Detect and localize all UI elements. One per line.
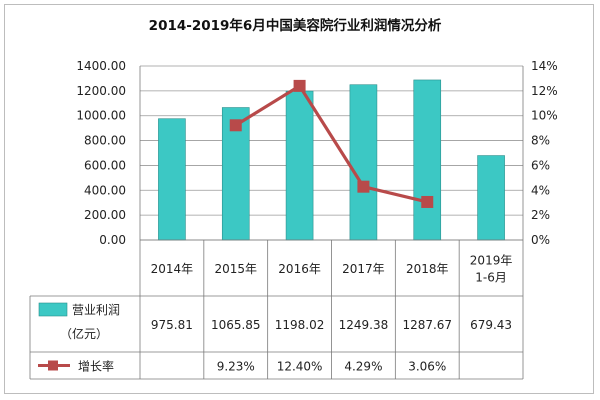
bar-value-label: 975.81 bbox=[151, 318, 193, 332]
category-label: 2015年 bbox=[214, 262, 257, 276]
grid bbox=[139, 65, 524, 241]
right-tick-label: 6% bbox=[531, 158, 550, 172]
growth-marker-4.29% bbox=[357, 180, 370, 193]
right-tick-label: 14% bbox=[531, 59, 558, 73]
growth-marker-9.23% bbox=[229, 119, 242, 132]
bar-value-label: 1249.38 bbox=[339, 318, 389, 332]
category-label: 2016年 bbox=[278, 262, 321, 276]
right-tick-label: 12% bbox=[531, 84, 558, 98]
growth-value-label: 12.40% bbox=[277, 360, 323, 374]
legend-bar-swatch bbox=[38, 302, 68, 317]
legend-bar-unit: （亿元） bbox=[60, 326, 108, 341]
bar-1198.02 bbox=[285, 90, 314, 241]
left-tick-label: 1400.00 bbox=[76, 59, 126, 73]
bar-1287.67 bbox=[413, 79, 442, 241]
right-tick-label: 2% bbox=[531, 208, 550, 222]
left-tick-label: 400.00 bbox=[84, 183, 126, 197]
category-label: 2014年 bbox=[151, 262, 194, 276]
growth-value-label: 9.23% bbox=[217, 360, 255, 374]
category-label: 1-6月 bbox=[475, 271, 507, 285]
growth-value-label: 3.06% bbox=[408, 360, 446, 374]
legend-line-marker bbox=[48, 360, 58, 371]
category-label: 2018年 bbox=[406, 262, 449, 276]
bar-value-label: 679.43 bbox=[470, 318, 512, 332]
right-tick-label: 4% bbox=[531, 183, 550, 197]
right-tick-label: 8% bbox=[531, 134, 550, 148]
right-tick-label: 0% bbox=[531, 233, 550, 247]
left-tick-label: 1000.00 bbox=[76, 109, 126, 123]
bar-value-label: 1198.02 bbox=[275, 318, 325, 332]
left-tick-label: 600.00 bbox=[84, 158, 126, 172]
bar-975.81 bbox=[158, 118, 186, 241]
left-axis-ticks: 0.00 200.00 400.00 600.00 800.00 1000.00 1200.… bbox=[76, 59, 126, 247]
left-tick-label: 1200.00 bbox=[76, 84, 126, 98]
legend-bar-label: 营业利润 bbox=[72, 303, 120, 317]
legend-line-label: 增长率 bbox=[78, 359, 114, 374]
bar-679.43 bbox=[477, 155, 505, 241]
growth-line bbox=[234, 83, 428, 204]
growth-marker-3.06% bbox=[421, 195, 434, 208]
category-label: 2017年 bbox=[342, 262, 385, 276]
line-series bbox=[229, 79, 434, 208]
bar-series bbox=[158, 79, 505, 241]
chart-title: 2014-2019年6月中国美容院行业利润情况分析 bbox=[149, 17, 442, 34]
left-tick-label: 0.00 bbox=[99, 233, 126, 247]
bar-1249.38 bbox=[349, 84, 378, 241]
growth-marker-12.40% bbox=[293, 79, 306, 92]
bar-value-label: 1065.85 bbox=[211, 318, 261, 332]
growth-value-label: 4.29% bbox=[344, 360, 382, 374]
chart-frame bbox=[4, 4, 594, 394]
left-tick-label: 800.00 bbox=[84, 134, 126, 148]
bar-value-label: 1287.67 bbox=[402, 318, 452, 332]
right-axis-ticks: 0% 2% 4% 6% 8% 10% 12% 14% bbox=[531, 59, 558, 247]
right-tick-label: 10% bbox=[531, 109, 558, 123]
category-label: 2019年 bbox=[470, 254, 513, 268]
left-tick-label: 200.00 bbox=[84, 208, 126, 222]
